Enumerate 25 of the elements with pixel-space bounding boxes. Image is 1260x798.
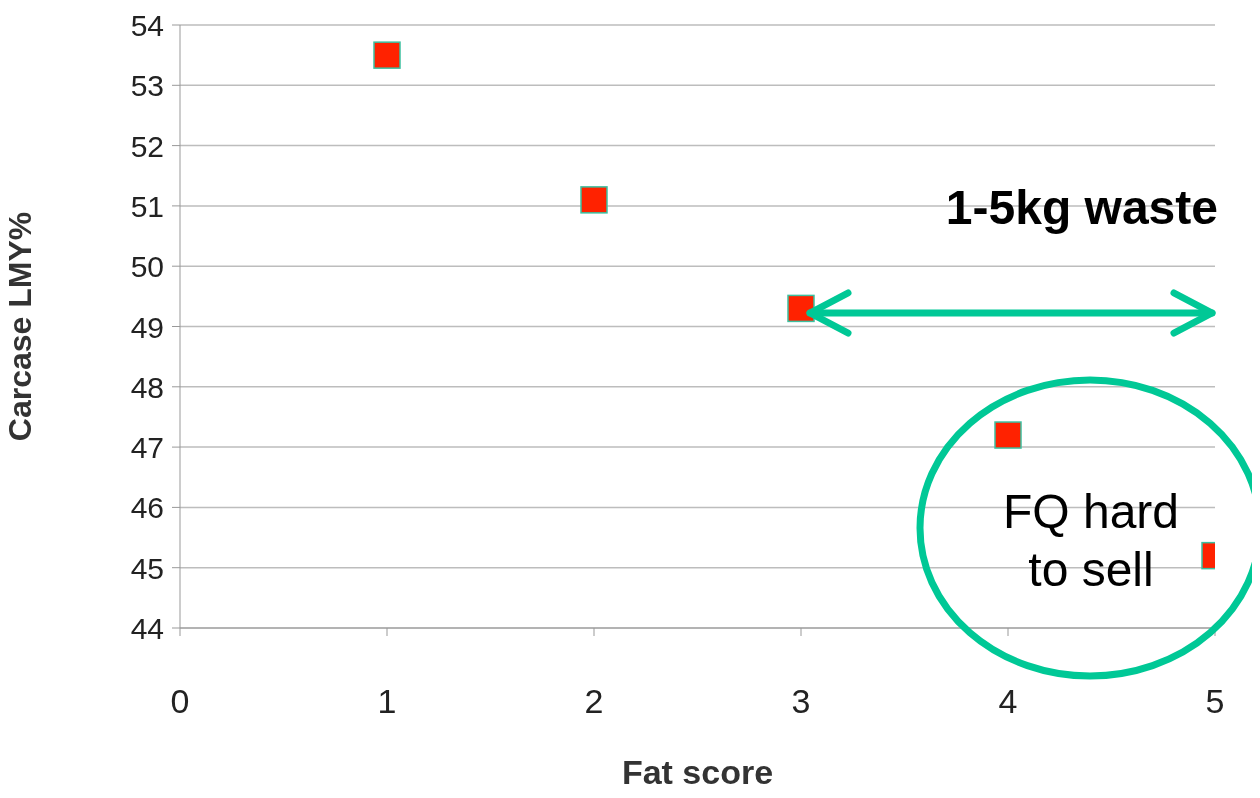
- y-tick-label: 52: [130, 129, 164, 163]
- x-tick-label: 1: [377, 682, 397, 720]
- annotation: FQ hard to sell: [1001, 484, 1181, 598]
- y-tick-label: 50: [130, 250, 164, 284]
- point: [787, 294, 815, 323]
- y-tick-label: 54: [130, 9, 164, 42]
- x-tick-label: 2: [584, 682, 604, 720]
- y-axis-title: Carcase LMY%: [2, 211, 39, 442]
- x-axis-title: Fat score: [621, 753, 774, 791]
- y-tick-label: 46: [130, 491, 164, 525]
- x-tick-label: 5: [1205, 682, 1225, 720]
- point: [373, 41, 401, 69]
- x-tick-label: 4: [998, 682, 1018, 720]
- x-tick-label: 3: [791, 682, 811, 720]
- y-tick-label: 47: [130, 431, 164, 465]
- y-tick-label: 44: [130, 612, 164, 645]
- point: [580, 186, 608, 214]
- y-tick-label: 51: [130, 189, 164, 223]
- point: [994, 421, 1022, 449]
- y-tick-label: 48: [130, 370, 164, 404]
- y-tick-label: 53: [130, 69, 164, 103]
- y-tick-label: 45: [130, 551, 164, 585]
- y-tick-label: 49: [130, 310, 164, 344]
- annotation: 1-5kg waste: [944, 180, 1218, 235]
- x-tick-label: 0: [170, 682, 190, 720]
